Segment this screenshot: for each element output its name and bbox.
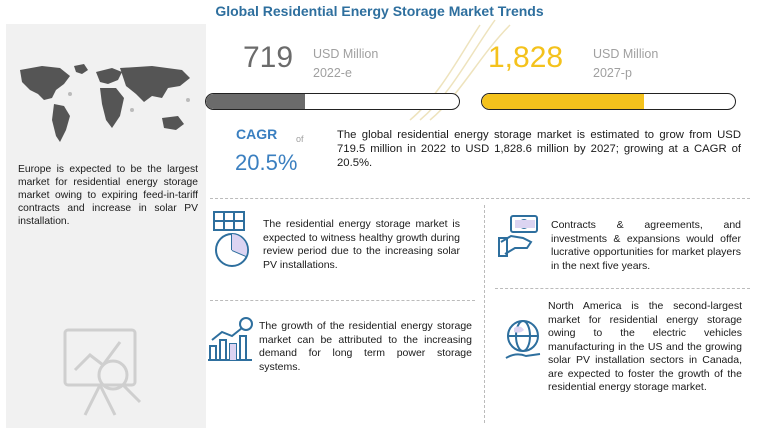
progress-bar-2027 [481, 93, 736, 110]
cagr-label: CAGR [236, 126, 278, 142]
europe-insight-text: Europe is expected to be the largest mar… [18, 164, 198, 227]
progress-fill-2022 [206, 94, 305, 109]
market-value-2027: 1,828 [488, 41, 564, 74]
cagr-value: 20.5% [235, 150, 298, 175]
market-year-2027: 2027-p [593, 66, 632, 80]
card-solar-text: The residential energy storage market is… [263, 218, 460, 271]
divider [210, 198, 750, 199]
page-title: Global Residential Energy Storage Market… [215, 3, 544, 19]
progress-bar-2022 [205, 93, 460, 110]
cagr-of: of [296, 134, 304, 144]
market-year-2022: 2022-e [313, 66, 352, 80]
money-handshake-icon [498, 215, 538, 257]
market-description: The global residential energy storage ma… [337, 129, 741, 169]
market-unit-label-2022: USD Million [313, 47, 379, 61]
solar-pie-chart-icon [213, 211, 249, 267]
progress-fill-2027 [482, 94, 644, 109]
divider [210, 300, 475, 301]
chart-analysis-icon [63, 328, 142, 416]
decorative-curves [409, 19, 511, 121]
card-growth-text: The growth of the residential energy sto… [259, 320, 472, 373]
card-contracts-text: Contracts & agreements, and investments … [551, 219, 741, 272]
market-unit-2027: USD Million 2027-p [593, 45, 658, 83]
world-map-icon [20, 64, 190, 142]
divider [495, 288, 750, 289]
growth-bar-chart-icon [208, 317, 253, 361]
card-north-america-text: North America is the second-largest mark… [548, 300, 742, 393]
market-unit-label-2027: USD Million [593, 47, 659, 61]
divider [484, 205, 485, 423]
market-value-2022: 719 [243, 41, 294, 74]
market-unit-2022: USD Million 2022-e [313, 45, 378, 83]
globe-hand-icon [505, 320, 541, 359]
